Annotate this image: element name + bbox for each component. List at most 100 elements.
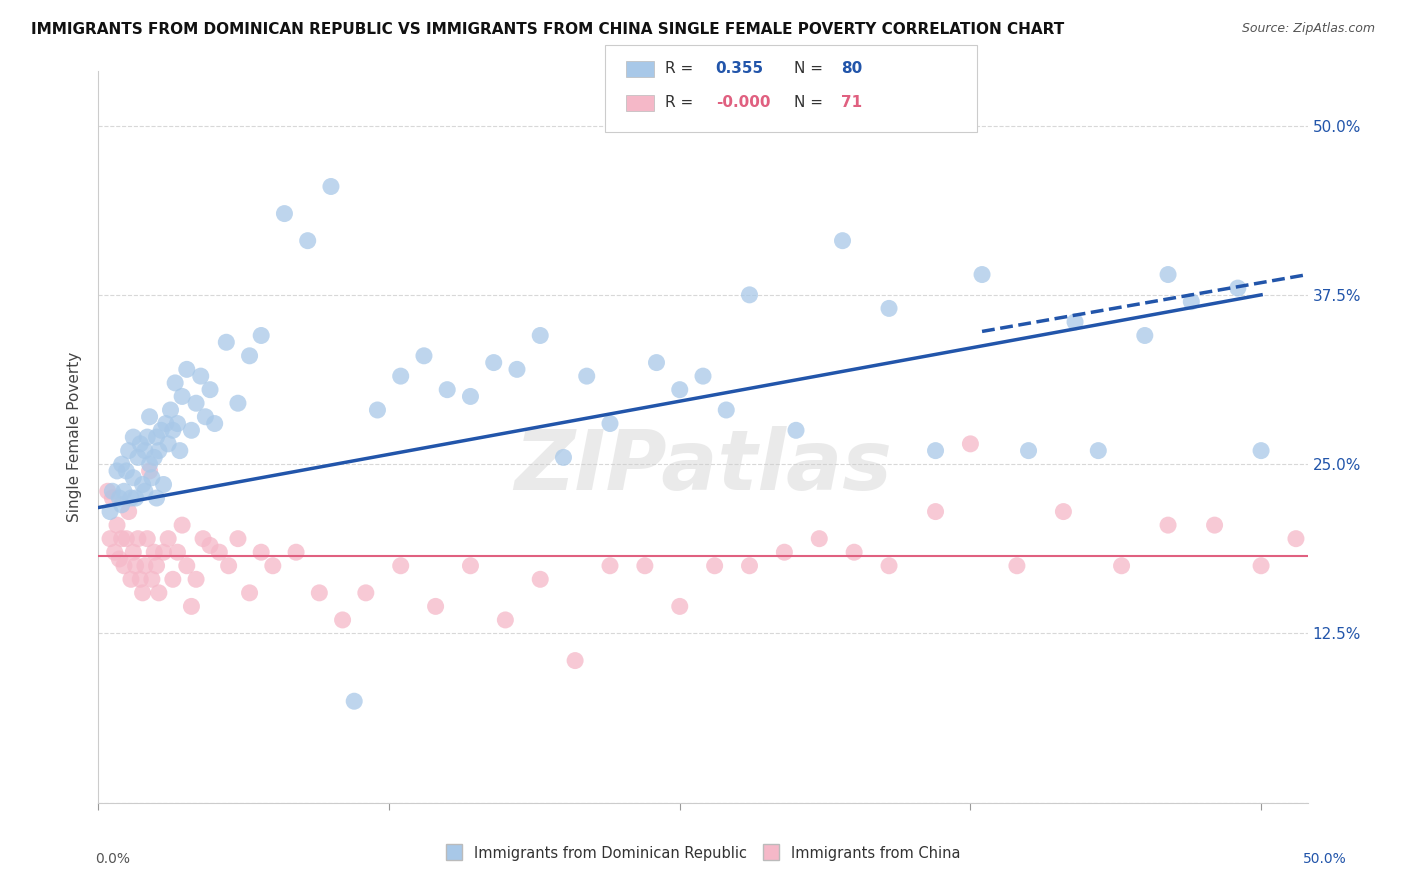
Point	[1157, 518, 1180, 533]
Point	[366, 403, 388, 417]
Point	[343, 694, 366, 708]
Point	[129, 572, 152, 586]
Point	[239, 586, 262, 600]
Point	[131, 586, 153, 600]
Point	[738, 288, 761, 302]
Point	[176, 362, 198, 376]
Point	[184, 396, 207, 410]
Point	[1157, 268, 1180, 282]
Text: R =: R =	[665, 95, 699, 110]
Point	[143, 545, 166, 559]
Legend: Immigrants from Dominican Republic, Immigrants from China: Immigrants from Dominican Republic, Immi…	[441, 841, 965, 865]
Point	[98, 532, 121, 546]
Point	[124, 491, 146, 505]
Point	[112, 558, 135, 573]
Point	[785, 423, 807, 437]
Point	[599, 417, 621, 431]
Text: -0.000: -0.000	[716, 95, 770, 110]
Point	[166, 417, 188, 431]
Point	[134, 558, 156, 573]
Point	[226, 532, 249, 546]
Point	[273, 206, 295, 220]
Point	[924, 505, 946, 519]
Point	[1087, 443, 1109, 458]
Point	[152, 545, 174, 559]
Point	[184, 572, 207, 586]
Point	[141, 572, 163, 586]
Point	[104, 545, 127, 559]
Point	[111, 498, 134, 512]
Point	[703, 558, 725, 573]
Point	[198, 538, 221, 552]
Point	[129, 437, 152, 451]
Text: IMMIGRANTS FROM DOMINICAN REPUBLIC VS IMMIGRANTS FROM CHINA SINGLE FEMALE POVERT: IMMIGRANTS FROM DOMINICAN REPUBLIC VS IM…	[31, 22, 1064, 37]
Point	[564, 654, 586, 668]
Point	[145, 430, 167, 444]
Point	[136, 532, 159, 546]
Point	[101, 484, 124, 499]
Point	[97, 484, 120, 499]
Point	[166, 545, 188, 559]
Text: N =: N =	[794, 62, 828, 76]
Point	[482, 355, 505, 369]
Point	[101, 491, 124, 505]
Point	[668, 383, 690, 397]
Point	[127, 450, 149, 465]
Point	[716, 403, 738, 417]
Point	[1133, 328, 1156, 343]
Text: ZIPatlas: ZIPatlas	[515, 425, 891, 507]
Point	[150, 423, 173, 437]
Point	[162, 572, 184, 586]
Point	[575, 369, 598, 384]
Point	[215, 335, 238, 350]
Point	[494, 613, 516, 627]
Point	[172, 389, 194, 403]
Point	[773, 545, 796, 559]
Point	[529, 572, 551, 586]
Point	[115, 464, 138, 478]
Point	[134, 443, 156, 458]
Point	[180, 423, 202, 437]
Point	[692, 369, 714, 384]
Point	[112, 484, 135, 499]
Point	[354, 586, 377, 600]
Point	[1005, 558, 1028, 573]
Point	[208, 545, 231, 559]
Text: 50.0%: 50.0%	[1303, 852, 1347, 866]
Point	[425, 599, 447, 614]
Point	[1111, 558, 1133, 573]
Point	[111, 532, 134, 546]
Point	[460, 558, 482, 573]
Text: 0.0%: 0.0%	[96, 852, 131, 866]
Text: 0.355: 0.355	[716, 62, 763, 76]
Point	[634, 558, 657, 573]
Text: N =: N =	[794, 95, 828, 110]
Point	[120, 572, 142, 586]
Point	[118, 443, 141, 458]
Point	[162, 423, 184, 437]
Point	[190, 369, 212, 384]
Point	[1320, 518, 1343, 533]
Point	[1180, 294, 1202, 309]
Point	[1343, 491, 1365, 505]
Point	[131, 477, 153, 491]
Point	[165, 376, 187, 390]
Point	[1250, 443, 1272, 458]
Point	[1052, 505, 1074, 519]
Point	[844, 545, 866, 559]
Point	[877, 558, 900, 573]
Point	[108, 491, 131, 505]
Point	[124, 558, 146, 573]
Y-axis label: Single Female Poverty: Single Female Poverty	[67, 352, 83, 522]
Point	[436, 383, 458, 397]
Point	[159, 403, 181, 417]
Point	[1389, 477, 1406, 491]
Point	[553, 450, 575, 465]
Point	[389, 369, 412, 384]
Point	[1285, 532, 1308, 546]
Point	[191, 532, 214, 546]
Point	[136, 430, 159, 444]
Point	[297, 234, 319, 248]
Point	[122, 545, 145, 559]
Point	[115, 532, 138, 546]
